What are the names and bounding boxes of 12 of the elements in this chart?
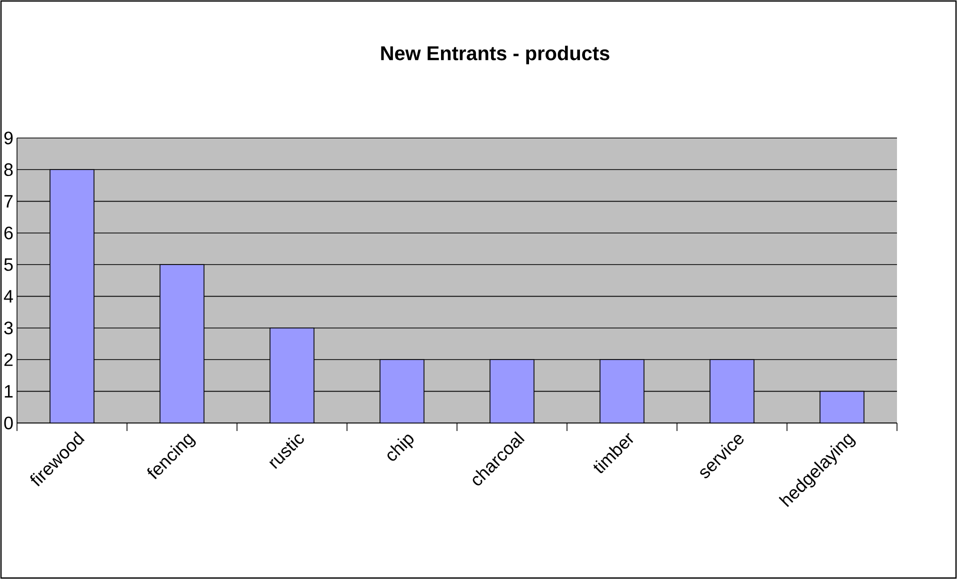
y-tick-label: 5: [4, 258, 13, 271]
y-tick-label: 7: [4, 195, 13, 208]
y-tick-label: 6: [4, 226, 13, 240]
y-tick-label: 0: [4, 416, 13, 430]
y-tick-label: 4: [4, 290, 13, 302]
x-tick-label: chip: [388, 434, 414, 461]
y-tick-label: 8: [4, 163, 13, 176]
y-tick-label: 2: [4, 353, 13, 366]
y-tick-label: 3: [4, 322, 13, 334]
y-tick-label: 9: [4, 132, 13, 144]
y-tick-label: 1: [4, 385, 13, 398]
chart-title: New Entrants - products: [381, 46, 610, 64]
